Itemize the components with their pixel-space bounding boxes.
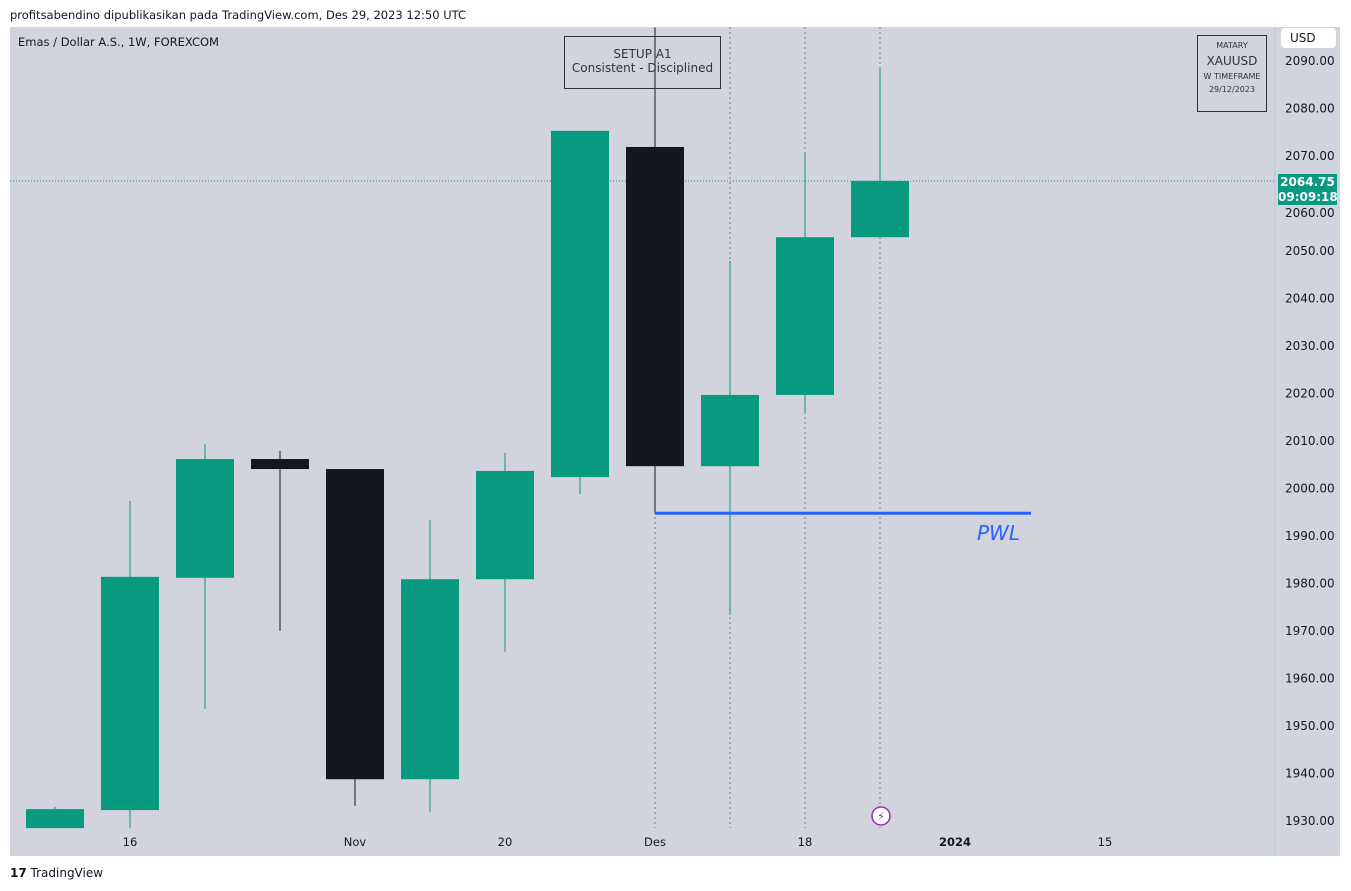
dividend-event-icon	[871, 806, 891, 826]
pwl-label: PWL	[977, 521, 1020, 545]
y-tick-label: 2090.00	[1285, 54, 1335, 68]
candle-body	[851, 180, 909, 238]
candle-body	[101, 576, 159, 811]
setup-line2: Consistent - Disciplined	[571, 61, 714, 75]
y-tick-label: 2060.00	[1285, 206, 1335, 220]
lightning-icon: ⚡	[877, 810, 885, 823]
y-tick-label: 2040.00	[1285, 292, 1335, 306]
candle-body	[476, 470, 534, 580]
candle-body	[701, 394, 759, 467]
setup-textbox: SETUP A1 Consistent - Disciplined	[564, 36, 721, 89]
y-tick-label: 2000.00	[1285, 482, 1335, 496]
publish-header: profitsabendino dipublikasikan pada Trad…	[10, 8, 466, 22]
x-tick-label: 15	[1098, 835, 1113, 849]
x-tick-label: 20	[498, 835, 513, 849]
setup-line1: SETUP A1	[613, 47, 672, 61]
y-tick-label: 2050.00	[1285, 244, 1335, 258]
x-tick-label: 16	[123, 835, 138, 849]
symbol-title: Emas / Dollar A.S., 1W, FOREXCOM	[18, 35, 219, 49]
currency-button[interactable]: USD	[1281, 28, 1336, 48]
candle-body	[551, 130, 609, 478]
y-tick-label: 2070.00	[1285, 149, 1335, 163]
info-line1: MATARY	[1216, 41, 1248, 50]
candle-body	[176, 459, 234, 578]
tv-logo-icon: 𝟭𝟳	[10, 866, 27, 880]
y-tick-label: 1950.00	[1285, 719, 1335, 733]
y-tick-label: 1960.00	[1285, 672, 1335, 686]
y-tick-label: 1990.00	[1285, 529, 1335, 543]
tradingview-logo[interactable]: 𝟭𝟳 TradingView	[10, 866, 103, 880]
x-tick-label: Des	[644, 835, 666, 849]
candle-body	[776, 237, 834, 395]
x-tick-label: 18	[798, 835, 813, 849]
candle-body	[326, 469, 384, 780]
candle-body	[251, 459, 309, 470]
info-line2: XAUUSD	[1206, 54, 1258, 68]
info-line3: W TIMEFRAME	[1203, 72, 1261, 81]
x-tick-label: Nov	[344, 835, 367, 849]
candle-body	[401, 579, 459, 780]
y-tick-label: 1970.00	[1285, 624, 1335, 638]
y-tick-label: 2020.00	[1285, 387, 1335, 401]
footer-text: TradingView	[30, 866, 104, 880]
bar-countdown: 09:09:18	[1278, 190, 1338, 204]
last-price: 2064.75	[1280, 175, 1335, 189]
candle-body	[626, 146, 684, 467]
y-tick-label: 1980.00	[1285, 577, 1335, 591]
last-price-label: 2064.75 09:09:18	[1278, 174, 1338, 205]
y-tick-label: 1940.00	[1285, 767, 1335, 781]
y-tick-label: 2030.00	[1285, 339, 1335, 353]
y-tick-label: 1930.00	[1285, 814, 1335, 828]
x-tick-label: 2024	[939, 835, 971, 849]
y-tick-label: 2010.00	[1285, 434, 1335, 448]
info-line4: 29/12/2023	[1208, 85, 1256, 94]
y-tick-label: 2080.00	[1285, 102, 1335, 116]
info-textbox: MATARY XAUUSD W TIMEFRAME 29/12/2023	[1197, 35, 1267, 112]
candle-body	[26, 809, 84, 829]
